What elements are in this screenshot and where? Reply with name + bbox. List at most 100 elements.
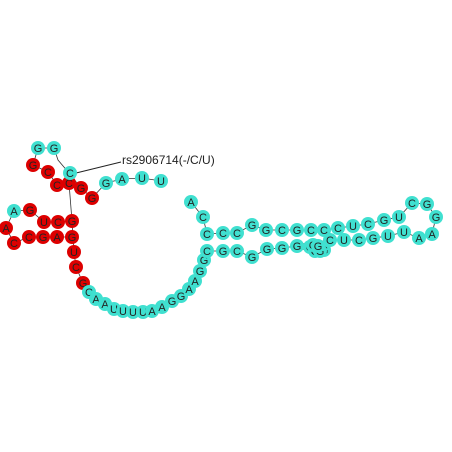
nucleotide-circle: [135, 171, 149, 185]
nucleotide-label: C: [307, 225, 315, 237]
nucleotide: G: [23, 203, 37, 217]
nucleotide: C: [230, 226, 244, 240]
nucleotide: G: [290, 239, 304, 253]
nucleotide-circle: [259, 223, 273, 237]
nucleotide-label: G: [432, 212, 441, 224]
nucleotide: C: [405, 196, 419, 210]
nucleotide: C: [50, 178, 64, 192]
nucleotide-circle: [216, 244, 230, 258]
nucleotide-label: C: [66, 168, 74, 180]
nucleotide-label: A: [101, 299, 109, 311]
nucleotide-label: A: [148, 306, 156, 318]
nucleotide-circle: [412, 231, 426, 245]
nucleotide-label: A: [191, 276, 199, 288]
nucleotide-label: C: [85, 287, 93, 299]
nucleotide-circle: [63, 166, 77, 180]
nucleotide-label: U: [40, 217, 48, 229]
nucleotide: C: [200, 227, 214, 241]
nucleotide-label: G: [68, 216, 77, 228]
nucleotide-label: G: [177, 291, 186, 303]
nucleotide-circle: [425, 227, 439, 241]
nucleotide: C: [352, 233, 366, 247]
nucleotide: C: [200, 244, 214, 258]
nucleotide-label: C: [203, 246, 211, 258]
nucleotide-circle: [230, 226, 244, 240]
nucleotide-label: C: [65, 178, 73, 190]
nucleotide-label: A: [118, 174, 126, 186]
nucleotide-circle: [245, 218, 259, 232]
nucleotide: A: [425, 227, 439, 241]
nucleotide-circle: [126, 305, 140, 319]
nucleotide-circle: [366, 231, 380, 245]
nucleotide: C: [41, 165, 55, 179]
nucleotide-label: C: [10, 238, 18, 250]
variant-nucleotide-circle: [26, 158, 40, 172]
nucleotide-label: C: [364, 219, 372, 231]
nucleotide-label: C: [408, 198, 416, 210]
nucleotide-label: U: [340, 235, 348, 247]
nucleotide: G: [26, 158, 40, 172]
nucleotide: G: [259, 223, 273, 237]
nucleotide: G: [85, 191, 99, 205]
nucleotide-label: G: [248, 220, 257, 232]
nucleotide-label: C: [334, 223, 342, 235]
nucleotide-circle: [346, 219, 360, 233]
nucleotide-label: U: [139, 307, 147, 319]
nucleotide-circle: [230, 244, 244, 258]
nucleotide-circle: [200, 244, 214, 258]
variant-nucleotide-circle: [41, 165, 55, 179]
nucleotide: U: [392, 210, 406, 224]
nucleotide-label: G: [380, 215, 389, 227]
nucleotide-circle: [405, 196, 419, 210]
nucleotide-circle: [361, 217, 375, 231]
nucleotide-label: G: [102, 178, 111, 190]
nucleotide-circle: [99, 176, 113, 190]
annotation-layer: rs2906714(-/C/U): [71, 153, 215, 175]
nucleotide-label: A: [2, 223, 10, 235]
nucleotide-label: A: [428, 229, 436, 241]
nucleotide-label: G: [262, 225, 271, 237]
nucleotide-circle: [245, 250, 259, 264]
nucleotide-label: C: [54, 217, 62, 229]
nucleotide-label: G: [196, 266, 205, 278]
nucleotide-circle: [47, 141, 61, 155]
nucleotide-circle: [290, 223, 304, 237]
nucleotide: U: [381, 229, 395, 243]
nucleotide-circle: [193, 264, 207, 278]
nucleotide: G: [47, 141, 61, 155]
variant-nucleotide-circle: [22, 230, 36, 244]
nucleotide-circle: [196, 210, 210, 224]
nucleotide: G: [65, 214, 79, 228]
nucleotide-label: U: [138, 173, 146, 185]
variant-nucleotide-circle: [65, 214, 79, 228]
nucleotide: A: [115, 172, 129, 186]
nucleotide-label: U: [395, 212, 403, 224]
nucleotide-label: A: [10, 206, 18, 218]
nucleotide-circle: [331, 221, 345, 235]
nucleotide-label: G: [293, 241, 302, 253]
nucleotide-label: G: [248, 252, 257, 264]
nucleotide: G: [290, 223, 304, 237]
nucleotide-label: C: [326, 235, 334, 247]
nucleotide-circle: [200, 227, 214, 241]
nucleotide: C: [230, 244, 244, 258]
nucleotide-label: G: [77, 183, 86, 195]
nucleotide: A: [412, 231, 426, 245]
nucleotide-label: U: [110, 304, 118, 316]
nucleotide: U: [126, 305, 140, 319]
nucleotide-label: U: [70, 247, 78, 259]
nucleotide-circle: [184, 195, 198, 209]
nucleotide-circle: [429, 210, 443, 224]
nucleotide-label: G: [293, 225, 302, 237]
nucleotide: G: [275, 241, 289, 255]
nucleotide-label: C: [53, 180, 61, 192]
nucleotide: C: [216, 226, 230, 240]
nucleotide-label: U: [157, 176, 165, 188]
backbone-segment: [190, 201, 437, 249]
variant-nucleotide-circle: [37, 215, 51, 229]
nucleotide: G: [260, 242, 274, 256]
nucleotide: C: [361, 217, 375, 231]
nucleotide: C: [275, 223, 289, 237]
